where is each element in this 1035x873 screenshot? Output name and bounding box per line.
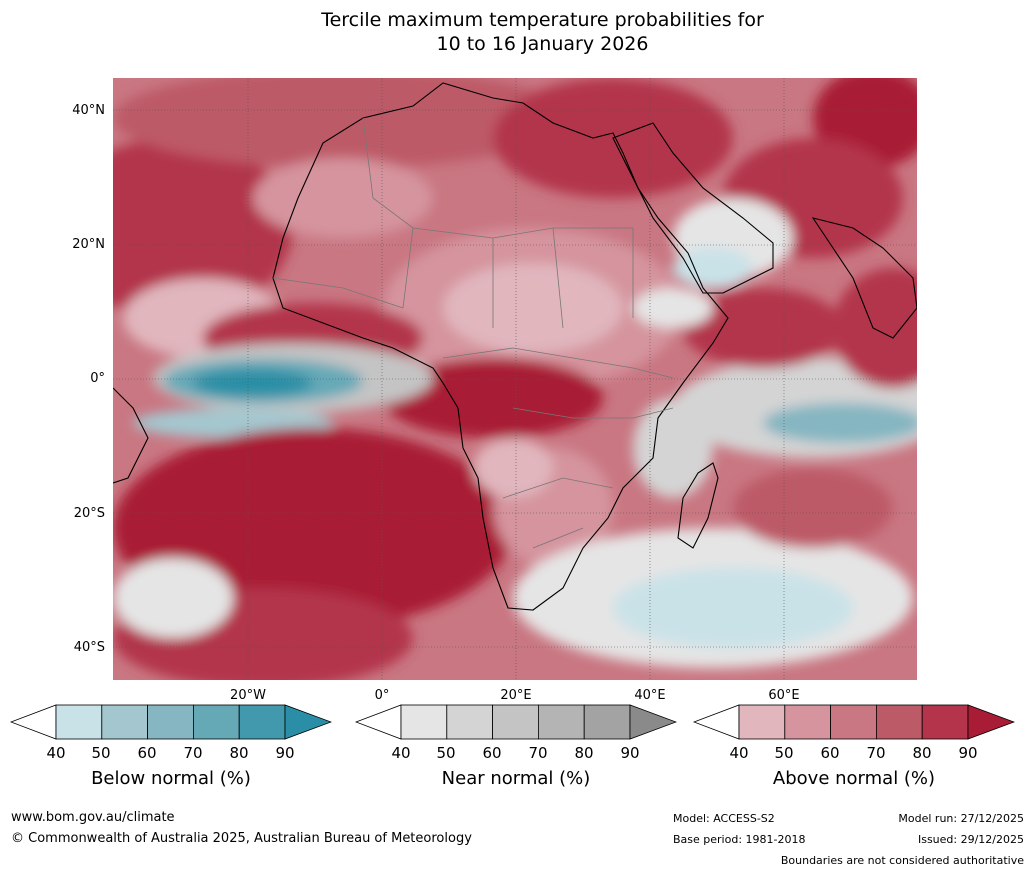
model-run: Model run: 27/12/2025: [898, 812, 1024, 825]
title-line-2: 10 to 16 January 2026: [436, 33, 649, 55]
boundaries-disclaimer: Boundaries are not considered authoritat…: [780, 854, 1024, 867]
colorbar-segment: [101, 704, 149, 740]
tick-label: 40: [391, 744, 411, 762]
colorbar-below-title: Below normal (%): [91, 768, 251, 789]
lat-label-40s: 40°S: [73, 640, 105, 655]
colorbar-segment: [921, 704, 969, 740]
lon-label-60e: 60°E: [768, 688, 800, 703]
colorbar-near-svg: [355, 704, 677, 740]
tick-label: 80: [229, 744, 249, 762]
colorbar-extend-low: [693, 704, 740, 740]
lon-label-0: 0°: [374, 688, 390, 703]
lon-label-20w: 20°W: [230, 688, 266, 703]
colorbar-below-svg: [10, 704, 332, 740]
colorbar-segment: [830, 704, 877, 740]
lon-label-20e: 20°E: [500, 688, 532, 703]
probability-map[interactable]: [113, 78, 917, 680]
colorbar-above: [693, 704, 1015, 740]
copyright-text: © Commonwealth of Australia 2025, Austra…: [11, 831, 472, 846]
colorbar-segment: [492, 704, 539, 740]
map-title: Tercile maximum temperature probabilitie…: [0, 8, 1035, 56]
tick-label: 40: [46, 744, 66, 762]
country-boundaries: [272, 117, 674, 549]
colorbar-segment: [875, 704, 923, 740]
colorbar-segment: [784, 704, 832, 740]
colorbar-below: [10, 704, 332, 740]
tick-label: 60: [482, 744, 502, 762]
lon-label-40e: 40°E: [634, 688, 666, 703]
graticule: [113, 78, 917, 680]
colorbar-segment: [55, 704, 103, 740]
tick-label: 60: [820, 744, 840, 762]
map-svg: [113, 78, 917, 680]
base-period: Base period: 1981-2018: [673, 833, 806, 846]
website-link[interactable]: www.bom.gov.au/climate: [11, 810, 175, 825]
colorbar-segment: [400, 704, 448, 740]
colorbar-extend-high: [284, 704, 332, 740]
tick-label: 50: [91, 744, 111, 762]
tick-label: 80: [912, 744, 932, 762]
colorbar-extend-high: [629, 704, 677, 740]
tick-label: 50: [774, 744, 794, 762]
colorbar-extend-low: [355, 704, 402, 740]
lat-label-20s: 20°S: [73, 506, 105, 521]
model-name: Model: ACCESS-S2: [673, 812, 775, 825]
colorbar-segment: [583, 704, 631, 740]
tick-label: 90: [275, 744, 295, 762]
colorbar-near-title: Near normal (%): [441, 768, 591, 789]
tick-label: 50: [436, 744, 456, 762]
colorbar-extend-low: [10, 704, 57, 740]
tick-label: 40: [729, 744, 749, 762]
probability-fields: [113, 78, 917, 680]
lat-label-20n: 20°N: [72, 237, 105, 252]
colorbar-segment: [537, 704, 585, 740]
tick-label: 70: [183, 744, 203, 762]
tick-label: 70: [866, 744, 886, 762]
lat-label-40n: 40°N: [72, 103, 105, 118]
colorbar-above-title: Above normal (%): [772, 768, 936, 789]
colorbar-segment: [192, 704, 240, 740]
issued-date: Issued: 29/12/2025: [917, 833, 1024, 846]
colorbar-segment: [738, 704, 786, 740]
colorbar-segment: [446, 704, 494, 740]
tick-label: 90: [958, 744, 978, 762]
coastlines: [113, 82, 917, 611]
lat-label-equator: 0°: [90, 371, 105, 386]
tick-label: 80: [574, 744, 594, 762]
colorbar-above-svg: [693, 704, 1015, 740]
colorbar-near: [355, 704, 677, 740]
colorbar-segment: [147, 704, 194, 740]
colorbar-extend-high: [967, 704, 1015, 740]
tick-label: 70: [528, 744, 548, 762]
tick-label: 60: [137, 744, 157, 762]
tick-label: 90: [620, 744, 640, 762]
colorbar-segment: [238, 704, 286, 740]
title-line-1: Tercile maximum temperature probabilitie…: [321, 9, 764, 31]
